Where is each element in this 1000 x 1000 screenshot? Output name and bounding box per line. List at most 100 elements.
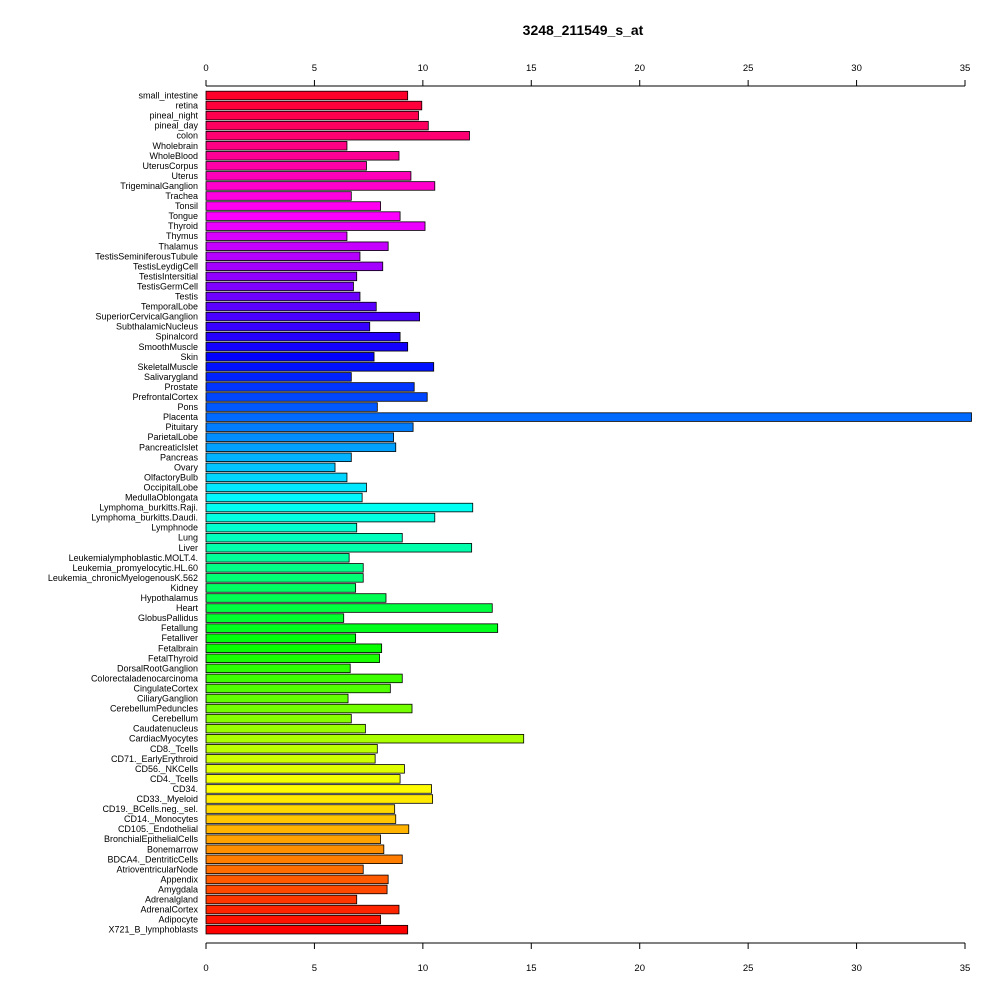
category-label: SubthalamicNucleus <box>116 322 199 332</box>
top-axis-tick-label: 10 <box>418 63 429 74</box>
category-label: Caudatenucleus <box>133 724 199 734</box>
category-label: Thalamus <box>158 241 198 251</box>
category-label: SmoothMuscle <box>138 342 198 352</box>
category-label: MedullaOblongata <box>125 493 198 503</box>
category-label: Leukemialymphoblastic.MOLT.4. <box>69 553 198 563</box>
category-label: CD19._BCells.neg._sel. <box>102 804 198 814</box>
category-label: OlfactoryBulb <box>144 472 198 482</box>
bar-Lung <box>205 533 403 543</box>
category-label: TestisGermCell <box>137 281 198 291</box>
category-label: Tonsil <box>175 201 198 211</box>
category-label: CiliaryGanglion <box>137 694 198 704</box>
bar-PrefrontalCortex <box>205 392 428 402</box>
bar-Wholebrain <box>205 141 348 151</box>
bar-CD19._BCells.neg._sel. <box>205 804 396 814</box>
category-label: Pancreas <box>160 452 199 462</box>
category-label: pineal_day <box>154 121 198 131</box>
category-label: Placenta <box>163 412 198 422</box>
bar-colon <box>205 130 470 141</box>
bar-Hypothalamus <box>205 593 387 603</box>
top-axis-tick-label: 25 <box>743 63 754 74</box>
bar-Heart <box>205 603 493 613</box>
bar-SubthalamicNucleus <box>205 321 371 332</box>
bar-CD8._Tcells <box>205 744 378 754</box>
category-label: Heart <box>176 603 199 613</box>
bar-Kidney <box>205 583 357 593</box>
bar-Liver <box>205 543 473 553</box>
category-label: Lymphnode <box>151 523 198 533</box>
category-label: CardiacMyocytes <box>129 734 199 744</box>
bar-Caudatenucleus <box>205 723 366 734</box>
bar-X721_B_lymphoblasts <box>205 924 409 935</box>
bar-Testis <box>205 291 361 302</box>
category-label: PancreaticIslet <box>139 442 199 452</box>
bottom-axis-tick-label: 20 <box>634 963 645 974</box>
category-label: Wholebrain <box>152 141 198 151</box>
bar-BronchialEpithelialCells <box>205 834 381 844</box>
bar-CD34. <box>205 784 432 794</box>
bottom-axis-tick-label: 15 <box>526 963 537 974</box>
top-axis-tick-label: 30 <box>851 63 862 74</box>
bottom-axis-tick-label: 10 <box>418 963 429 974</box>
bar-CD56._NKCells <box>205 764 405 774</box>
category-label: CD8._Tcells <box>150 744 199 754</box>
bar-TestisSeminiferousTubule <box>205 251 361 262</box>
bar-CD71._EarlyErythroid <box>205 754 376 764</box>
category-label: WholeBlood <box>149 151 198 161</box>
bar-Lymphnode <box>205 522 358 533</box>
category-label: CingulateCortex <box>133 683 198 693</box>
category-label: TrigeminalGanglion <box>120 181 198 191</box>
bar-Placenta <box>205 412 972 422</box>
bar-Adrenalgland <box>205 894 358 905</box>
category-label: Thyroid <box>168 221 198 231</box>
category-label: Salivarygland <box>144 372 198 382</box>
bar-Fetalliver <box>205 633 357 643</box>
bottom-axis-tick-label: 35 <box>960 963 971 974</box>
category-labels-group: small_intestineretinapineal_nightpineal_… <box>48 91 199 935</box>
bar-WholeBlood <box>205 151 400 161</box>
bar-Leukemia_chronicMyelogenousK.562 <box>205 573 364 583</box>
category-label: Testis <box>175 292 199 302</box>
category-label: TestisIntersitial <box>139 271 198 281</box>
bar-Uterus <box>205 171 412 181</box>
category-label: DorsalRootGanglion <box>117 663 198 673</box>
bar-PancreaticIslet <box>205 442 397 452</box>
category-label: Lymphoma_burkitts.Raji. <box>99 503 198 513</box>
category-label: TemporalLobe <box>141 302 198 312</box>
bar-Colorectaladenocarcinoma <box>205 673 403 684</box>
category-label: colon <box>176 131 198 141</box>
bar-CD14._Monocytes <box>205 814 397 824</box>
category-label: Ovary <box>174 462 199 472</box>
category-label: X721_B_lymphoblasts <box>108 925 198 935</box>
bar-Tongue <box>205 211 401 221</box>
category-label: SkeletalMuscle <box>137 362 198 372</box>
bar-Thalamus <box>205 241 389 251</box>
category-label: pineal_night <box>149 111 198 121</box>
category-label: PrefrontalCortex <box>132 392 198 402</box>
category-label: Adipocyte <box>158 915 198 925</box>
bottom-axis-tick-label: 0 <box>203 963 208 974</box>
category-label: AdrenalCortex <box>140 905 198 915</box>
category-label: CerebellumPeduncles <box>110 704 199 714</box>
category-label: Colorectaladenocarcinoma <box>91 673 198 683</box>
category-label: ParietalLobe <box>147 432 198 442</box>
top-axis-tick-label: 35 <box>960 63 971 74</box>
bottom-axis-tick-label: 25 <box>743 963 754 974</box>
bar-Fetallung <box>205 623 499 633</box>
bar-SmoothMuscle <box>205 342 409 352</box>
category-label: Spinalcord <box>155 332 198 342</box>
bar-Thyroid <box>205 221 426 231</box>
bar-AtrioventricularNode <box>205 864 364 875</box>
category-label: BDCA4._DentriticCells <box>107 854 198 864</box>
bar-Lymphoma_burkitts.Daudi. <box>205 512 436 523</box>
category-label: Liver <box>178 543 198 553</box>
category-label: Kidney <box>170 583 198 593</box>
category-label: SuperiorCervicalGanglion <box>95 312 198 322</box>
category-label: TestisSeminiferousTubule <box>95 251 198 261</box>
top-axis-tick-label: 15 <box>526 63 537 74</box>
bar-Thymus <box>205 231 348 241</box>
bar-Prostate <box>205 382 415 392</box>
category-label: Fetalbrain <box>158 643 198 653</box>
bar-OlfactoryBulb <box>205 472 348 483</box>
bar-CingulateCortex <box>205 683 391 694</box>
